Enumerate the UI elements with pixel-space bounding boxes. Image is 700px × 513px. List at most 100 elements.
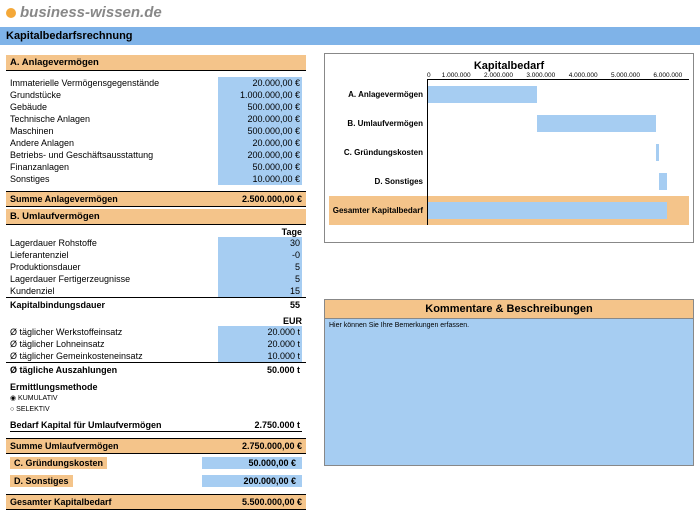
- item-value[interactable]: 5: [218, 261, 302, 273]
- item-label: Gebäude: [10, 101, 218, 113]
- chart-bar: [537, 115, 657, 132]
- list-item: Ø täglicher Gemeinkosteneinsatz10.000 t: [6, 350, 306, 362]
- item-value[interactable]: 50.000,00 €: [218, 161, 302, 173]
- chart-bar-label: D. Sonstiges: [329, 177, 427, 186]
- chart-bar-track: [427, 196, 689, 225]
- col-tage: Tage: [6, 227, 306, 237]
- axis-tick: 3.000.000: [520, 72, 562, 79]
- chart-bar-row: D. Sonstiges: [329, 167, 689, 196]
- axis-tick: 0: [427, 72, 435, 79]
- item-value[interactable]: 20.000 t: [218, 338, 302, 350]
- list-item: Betriebs- und Geschäftsausstattung200.00…: [6, 149, 306, 161]
- item-value[interactable]: 20.000 t: [218, 326, 302, 338]
- axis-tick: 5.000.000: [604, 72, 646, 79]
- list-item: Lagerdauer Fertigerzeugnisse5: [6, 273, 306, 285]
- method-option-1[interactable]: ◉ KUMULATIV: [6, 393, 306, 404]
- item-value[interactable]: 500.000,00 €: [218, 125, 302, 137]
- chart-bar-label: A. Anlagevermögen: [329, 90, 427, 99]
- comment-hint: Hier können Sie Ihre Bemerkungen erfasse…: [329, 322, 469, 329]
- item-value[interactable]: 15: [218, 285, 302, 297]
- list-item: Maschinen500.000,00 €: [6, 125, 306, 137]
- item-value[interactable]: 20.000,00 €: [218, 77, 302, 89]
- item-label: Finanzanlagen: [10, 161, 218, 173]
- sum-a-value: 2.500.000,00 €: [242, 194, 302, 204]
- item-value[interactable]: 200.000,00 €: [218, 113, 302, 125]
- item-label: Ø täglicher Werkstoffeinsatz: [10, 326, 218, 338]
- left-column: A. Anlagevermögen Immaterielle Vermögens…: [6, 53, 306, 512]
- item-label: Ø täglicher Gemeinkosteneinsatz: [10, 350, 218, 362]
- item-label: Grundstücke: [10, 89, 218, 101]
- item-label: Sonstiges: [10, 173, 218, 185]
- item-label: Lagerdauer Rohstoffe: [10, 237, 218, 249]
- section-d-header: D. Sonstiges: [10, 475, 73, 487]
- logo-text: business-wissen.de: [20, 4, 162, 21]
- sum-b-label: Summe Umlaufvermögen: [10, 441, 119, 451]
- section-a-header: A. Anlagevermögen: [6, 55, 306, 71]
- binding-label: Kapitalbindungsdauer: [10, 299, 218, 311]
- chart-bar-track: [427, 138, 689, 167]
- item-label: Technische Anlagen: [10, 113, 218, 125]
- axis-tick: 4.000.000: [562, 72, 604, 79]
- chart-bar-track: [427, 167, 689, 196]
- section-c-value: 50.000,00 €: [202, 457, 302, 469]
- section-d-value: 200.000,00 €: [202, 475, 302, 487]
- item-label: Lieferantenziel: [10, 249, 218, 261]
- method-option-2[interactable]: ○ SELEKTIV: [6, 404, 306, 415]
- page-title: Kapitalbedarfsrechnung: [0, 27, 700, 45]
- list-item: Ø täglicher Werkstoffeinsatz20.000 t: [6, 326, 306, 338]
- section-b-header: B. Umlaufvermögen: [6, 209, 306, 225]
- site-logo: business-wissen.de: [0, 0, 700, 25]
- section-d: D. Sonstiges 200.000,00 €: [6, 474, 306, 488]
- item-label: Lagerdauer Fertigerzeugnisse: [10, 273, 218, 285]
- daily-value: 50.000 t: [218, 364, 302, 376]
- chart-bar-label: B. Umlaufvermögen: [329, 119, 427, 128]
- item-value[interactable]: 20.000,00 €: [218, 137, 302, 149]
- chart-bar: [428, 86, 537, 103]
- comment-header: Kommentare & Beschreibungen: [325, 300, 693, 319]
- need-value: 2.750.000 t: [218, 419, 302, 431]
- section-a-sum: Summe Anlagevermögen 2.500.000,00 €: [6, 191, 306, 207]
- chart-bar-track: [427, 109, 689, 138]
- total-label: Gesamter Kapitalbedarf: [10, 497, 112, 507]
- list-item: Lieferantenziel-0: [6, 249, 306, 261]
- section-c-header: C. Gründungskosten: [10, 457, 107, 469]
- list-item: Lagerdauer Rohstoffe30: [6, 237, 306, 249]
- item-value[interactable]: -0: [218, 249, 302, 261]
- item-value[interactable]: 5: [218, 273, 302, 285]
- item-value[interactable]: 500.000,00 €: [218, 101, 302, 113]
- item-label: Kundenziel: [10, 285, 218, 297]
- list-item: Sonstiges10.000,00 €: [6, 173, 306, 185]
- sum-a-label: Summe Anlagevermögen: [10, 194, 118, 204]
- item-label: Andere Anlagen: [10, 137, 218, 149]
- comment-box: Kommentare & Beschreibungen Hier können …: [324, 299, 694, 466]
- axis-tick: 2.000.000: [477, 72, 519, 79]
- chart-bar-label: C. Gründungskosten: [329, 148, 427, 157]
- list-item: Grundstücke1.000.000,00 €: [6, 89, 306, 101]
- list-item: Ø täglicher Lohneinsatz20.000 t: [6, 338, 306, 350]
- method-header: Ermittlungsmethode: [6, 381, 306, 393]
- col-eur: EUR: [6, 316, 306, 326]
- item-value[interactable]: 1.000.000,00 €: [218, 89, 302, 101]
- item-label: Betriebs- und Geschäftsausstattung: [10, 149, 218, 161]
- item-value[interactable]: 10.000,00 €: [218, 173, 302, 185]
- chart-bar: [428, 202, 667, 219]
- chart-bar-row: B. Umlaufvermögen: [329, 109, 689, 138]
- binding-row: Kapitalbindungsdauer 55: [6, 297, 306, 312]
- need-label: Bedarf Kapital für Umlaufvermögen: [10, 419, 218, 431]
- section-c: C. Gründungskosten 50.000,00 €: [6, 456, 306, 470]
- daily-row: Ø tägliche Auszahlungen 50.000 t: [6, 362, 306, 377]
- logo-dot-icon: [6, 8, 16, 18]
- comment-body[interactable]: Hier können Sie Ihre Bemerkungen erfasse…: [325, 319, 693, 465]
- item-value[interactable]: 30: [218, 237, 302, 249]
- grand-total: Gesamter Kapitalbedarf 5.500.000,00 €: [6, 494, 306, 510]
- chart-bar-row: C. Gründungskosten: [329, 138, 689, 167]
- list-item: Produktionsdauer5: [6, 261, 306, 273]
- axis-tick: 6.000.000: [647, 72, 689, 79]
- item-value[interactable]: 10.000 t: [218, 350, 302, 362]
- chart-bar-track: [427, 80, 689, 109]
- axis-tick: 1.000.000: [435, 72, 477, 79]
- item-label: Maschinen: [10, 125, 218, 137]
- item-value[interactable]: 200.000,00 €: [218, 149, 302, 161]
- chart-bar-label: Gesamter Kapitalbedarf: [329, 206, 427, 215]
- daily-label: Ø tägliche Auszahlungen: [10, 364, 218, 376]
